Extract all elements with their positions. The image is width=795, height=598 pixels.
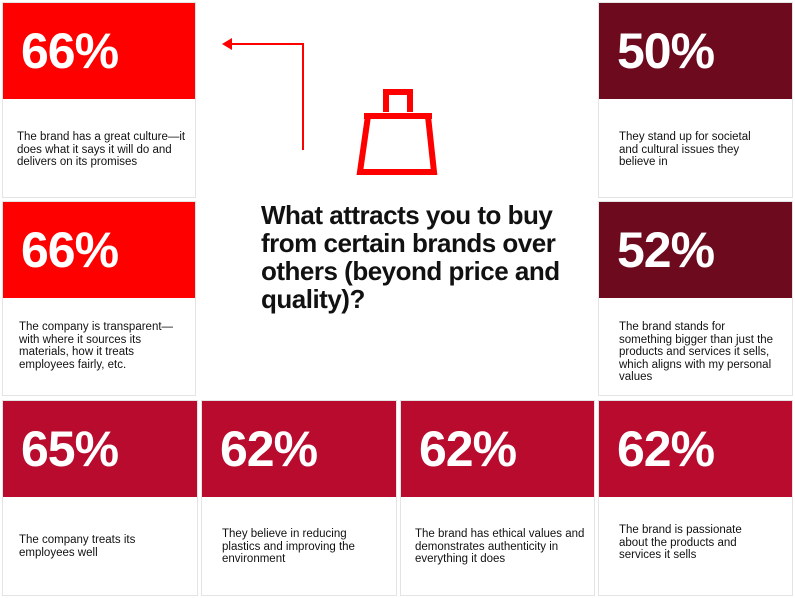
card-percent-band: 66% [3, 202, 195, 298]
card-description: The company treats its employees well [19, 534, 136, 559]
card-percent: 62% [220, 421, 318, 477]
card-percent-band: 52% [599, 202, 792, 298]
card-percent: 52% [617, 222, 715, 278]
card-description: The brand has a great culture—it does wh… [17, 131, 186, 168]
card-description: The brand has ethical values and demonst… [415, 528, 585, 565]
headline-question: What attracts you to buy from certain br… [261, 200, 560, 314]
card-employees: 65% The company treats its employees wel… [2, 400, 198, 596]
card-percent: 62% [617, 421, 715, 477]
card-environment: 62% They believe in reducing plastics an… [201, 400, 397, 596]
card-percent-band: 62% [401, 401, 594, 497]
card-societal: 50% They stand up for societal and cultu… [598, 2, 793, 198]
card-percent-band: 66% [3, 3, 195, 99]
card-percent-band: 62% [599, 401, 792, 497]
card-passion: 62% The brand is passionate about the pr… [598, 400, 793, 596]
card-description: They believe in reducing plastics and im… [222, 528, 355, 565]
card-percent-band: 62% [202, 401, 396, 497]
card-percent: 50% [617, 23, 715, 79]
card-percent: 66% [21, 23, 119, 79]
card-percent-band: 65% [3, 401, 197, 497]
card-transparency: 66% The company is transparent—with wher… [2, 201, 196, 396]
shopping-bag-icon [356, 89, 438, 175]
card-description: The company is transparent—with where it… [19, 321, 174, 371]
card-percent: 66% [21, 222, 119, 278]
card-values: 52% The brand stands for something bigge… [598, 201, 793, 396]
card-culture: 66% The brand has a great culture—it doe… [2, 2, 196, 198]
card-description: They stand up for societal and cultural … [619, 131, 751, 168]
card-percent-band: 50% [599, 3, 792, 99]
arrow-left-icon [222, 38, 304, 150]
card-percent: 65% [21, 421, 119, 477]
card-ethics: 62% The brand has ethical values and dem… [400, 400, 595, 596]
card-percent: 62% [419, 421, 517, 477]
card-description: The brand is passionate about the produc… [619, 524, 742, 561]
card-description: The brand stands for something bigger th… [619, 321, 774, 383]
